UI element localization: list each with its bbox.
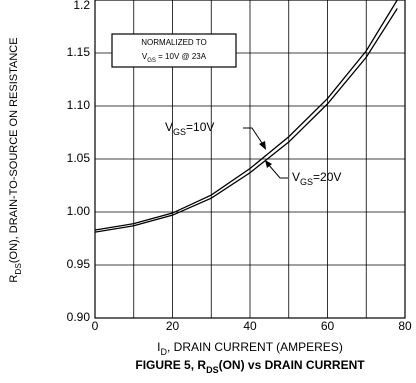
arrow-head	[265, 160, 272, 168]
y-axis-label-part: R	[8, 275, 20, 283]
annotation-box	[111, 33, 237, 68]
x-axis-label-part: D	[161, 347, 168, 357]
y-tick-label: 1.10	[67, 98, 91, 112]
y-tick-label: 1.00	[67, 204, 91, 218]
x-axis-label-part: , DRAIN CURRENT (AMPERES)	[167, 340, 343, 354]
y-tick-label: 1.05	[67, 151, 91, 165]
series-label: VGS=10V	[165, 120, 214, 137]
annotation-arrow	[267, 163, 288, 179]
data-line	[94, 8, 398, 233]
series-label: VGS=20V	[292, 170, 341, 187]
box-text-part: GS	[147, 58, 156, 64]
x-tick-label: 0	[92, 319, 99, 333]
x-axis-label-part: I	[157, 340, 160, 354]
y-tick-label: 1.2	[73, 0, 90, 12]
y-tick-label: 1.15	[67, 45, 91, 59]
x-tick-label: 40	[243, 319, 257, 333]
series-label-part: V	[165, 120, 173, 134]
chart-title-part: (ON) vs DRAIN CURRENT	[219, 358, 366, 372]
y-axis-label-part: DS	[14, 263, 23, 275]
series-label-part: V	[292, 170, 300, 184]
plot-frame	[94, 0, 406, 319]
arrow-head	[259, 141, 266, 150]
series-label-part: =20V	[313, 170, 341, 184]
chart-title: FIGURE 5, RDS(ON) vs DRAIN CURRENT	[135, 358, 365, 375]
x-axis-label: ID, DRAIN CURRENT (AMPERES)	[157, 340, 343, 357]
y-axis-label-part: (ON), DRAIN-TO-SOURCE ON RESISTANCE	[8, 37, 20, 263]
y-tick-label: 0.90	[67, 310, 91, 324]
box-text-part: V	[142, 52, 148, 61]
box-text-part: = 10V @ 23A	[156, 52, 207, 61]
chart-title-part: DS	[206, 365, 219, 375]
x-tick-label: 20	[166, 319, 180, 333]
data-line	[94, 0, 398, 231]
series-label-part: =10V	[186, 120, 214, 134]
x-tick-label: 80	[398, 319, 412, 333]
box-text: NORMALIZED TO	[141, 38, 207, 47]
y-axis-label: RDS(ON), DRAIN-TO-SOURCE ON RESISTANCE	[8, 37, 23, 282]
box-text: VGS = 10V @ 23A	[142, 52, 207, 63]
chart-title-part: FIGURE 5, R	[135, 358, 206, 372]
series-label-part: GS	[173, 127, 186, 137]
series-label-part: GS	[300, 177, 313, 187]
x-tick-label: 60	[321, 319, 335, 333]
annotation-arrow	[243, 127, 265, 147]
box-text-part: NORMALIZED TO	[141, 38, 207, 47]
y-tick-label: 0.95	[67, 257, 91, 271]
